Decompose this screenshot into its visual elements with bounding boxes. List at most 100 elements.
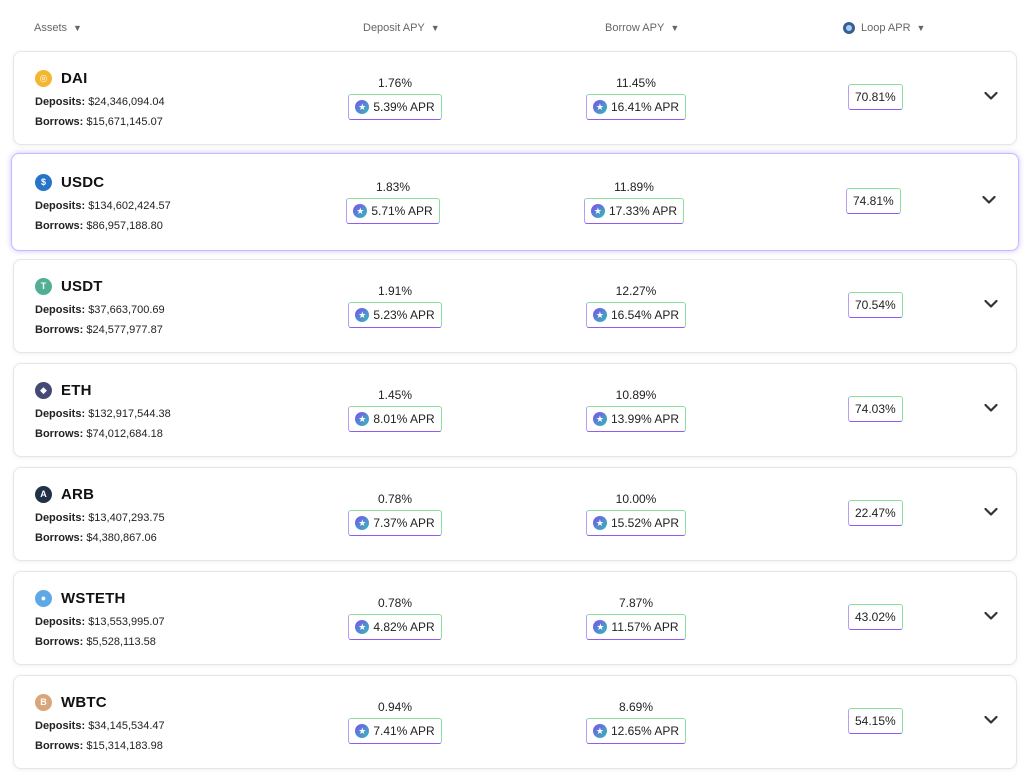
- chevron-down-icon[interactable]: [983, 504, 999, 520]
- borrows-value: $4,380,867.06: [86, 532, 157, 544]
- borrows-value: $24,577,977.87: [86, 324, 163, 336]
- loop-apr-badge[interactable]: 70.54%: [848, 292, 903, 318]
- chevron-down-icon[interactable]: [983, 608, 999, 624]
- borrows-label: Borrows:: [35, 116, 84, 128]
- reward-star-icon: ★: [355, 100, 370, 114]
- borrows-label: Borrows:: [35, 428, 84, 440]
- loop-icon: [843, 22, 855, 34]
- loop-apr-badge[interactable]: 74.03%: [848, 396, 903, 422]
- wsteth-icon: ●: [35, 589, 52, 607]
- assets-column-header[interactable]: Assets ▼: [34, 20, 82, 36]
- deposit-apy-cell: 0.78% ★ 4.82% APR: [335, 596, 455, 640]
- reward-star-icon: ★: [590, 204, 605, 218]
- reward-star-icon: ★: [355, 724, 370, 738]
- borrow-apy-value: 10.00%: [615, 492, 657, 506]
- asset-row-wbtc[interactable]: B WBTC Deposits: $34,145,534.47 Borrows:…: [13, 675, 1017, 769]
- borrow-apr-badge[interactable]: ★ 13.99% APR: [585, 406, 687, 432]
- borrows-label: Borrows:: [35, 532, 84, 544]
- borrow-apr-badge[interactable]: ★ 15.52% APR: [585, 510, 687, 536]
- deposit-apy-value: 0.78%: [377, 596, 413, 610]
- borrows-label: Borrows:: [35, 636, 84, 648]
- borrow-apr-value: 15.52% APR: [610, 516, 680, 530]
- deposit-apy-value: 0.94%: [377, 700, 413, 714]
- asset-row-arb[interactable]: A ARB Deposits: $13,407,293.75 Borrows: …: [13, 467, 1017, 561]
- asset-header: B WBTC: [35, 692, 165, 712]
- loop-apr-badge[interactable]: 22.47%: [848, 500, 903, 526]
- deposits-stat: Deposits: $37,663,700.69: [35, 304, 165, 316]
- deposits-value: $37,663,700.69: [88, 304, 165, 316]
- borrows-stat: Borrows: $15,671,145.07: [35, 116, 165, 128]
- deposit-apr-value: 7.41% APR: [373, 724, 435, 738]
- asset-row-usdc[interactable]: $ USDC Deposits: $134,602,424.57 Borrows…: [11, 153, 1019, 251]
- deposit-apr-value: 5.39% APR: [373, 100, 435, 114]
- borrow-apy-value: 12.27%: [615, 284, 657, 298]
- deposit-apr-value: 5.23% APR: [373, 308, 435, 322]
- deposit-apy-cell: 1.91% ★ 5.23% APR: [335, 284, 455, 328]
- asset-header: ◎ DAI: [35, 68, 165, 88]
- loop-apr-value: 74.03%: [855, 402, 896, 416]
- deposit-apr-badge[interactable]: ★ 5.71% APR: [346, 198, 440, 224]
- deposit-apr-badge[interactable]: ★ 5.39% APR: [348, 94, 442, 120]
- deposits-stat: Deposits: $134,602,424.57: [35, 200, 171, 212]
- deposit-apr-badge[interactable]: ★ 8.01% APR: [348, 406, 442, 432]
- borrow-apr-badge[interactable]: ★ 11.57% APR: [586, 614, 686, 640]
- borrows-label: Borrows:: [35, 324, 84, 336]
- deposit-apy-header-label: Deposit APY: [363, 22, 425, 34]
- deposits-label: Deposits:: [35, 720, 86, 732]
- borrow-apr-badge[interactable]: ★ 12.65% APR: [585, 718, 687, 744]
- asset-row-eth[interactable]: ◆ ETH Deposits: $132,917,544.38 Borrows:…: [13, 363, 1017, 457]
- reward-star-icon: ★: [353, 204, 368, 218]
- deposits-label: Deposits:: [35, 96, 86, 108]
- deposit-apr-badge[interactable]: ★ 5.23% APR: [348, 302, 442, 328]
- borrows-value: $15,314,183.98: [86, 740, 163, 752]
- borrow-apr-value: 13.99% APR: [610, 412, 680, 426]
- deposit-apr-value: 7.37% APR: [373, 516, 435, 530]
- reward-star-icon: ★: [355, 620, 370, 634]
- borrow-apy-value: 8.69%: [618, 700, 654, 714]
- loop-apr-badge[interactable]: 54.15%: [848, 708, 903, 734]
- chevron-down-icon[interactable]: [983, 296, 999, 312]
- borrow-apy-cell: 11.45% ★ 16.41% APR: [576, 76, 696, 120]
- borrow-apr-value: 16.41% APR: [610, 100, 680, 114]
- loop-apr-value: 22.47%: [855, 506, 896, 520]
- deposit-apy-value: 1.76%: [377, 76, 413, 90]
- borrow-apr-value: 12.65% APR: [610, 724, 680, 738]
- asset-name: WBTC: [61, 693, 107, 711]
- deposit-apr-badge[interactable]: ★ 7.41% APR: [348, 718, 442, 744]
- deposits-label: Deposits:: [35, 304, 86, 316]
- borrow-apy-cell: 11.89% ★ 17.33% APR: [574, 180, 694, 224]
- asset-row-dai[interactable]: ◎ DAI Deposits: $24,346,094.04 Borrows: …: [13, 51, 1017, 145]
- borrows-stat: Borrows: $24,577,977.87: [35, 324, 165, 336]
- asset-name: USDT: [61, 277, 103, 295]
- borrows-stat: Borrows: $15,314,183.98: [35, 740, 165, 752]
- deposits-value: $132,917,544.38: [88, 408, 171, 420]
- asset-name: DAI: [61, 69, 88, 87]
- chevron-down-icon[interactable]: [983, 712, 999, 728]
- asset-row-wsteth[interactable]: ● WSTETH Deposits: $13,553,995.07 Borrow…: [13, 571, 1017, 665]
- chevron-down-icon[interactable]: [983, 88, 999, 104]
- borrows-value: $15,671,145.07: [86, 116, 163, 128]
- deposit-apr-value: 5.71% APR: [371, 204, 433, 218]
- deposit-apr-badge[interactable]: ★ 7.37% APR: [348, 510, 442, 536]
- loop-apr-badge[interactable]: 70.81%: [848, 84, 903, 110]
- chevron-down-icon[interactable]: [983, 400, 999, 416]
- sort-down-icon: ▼: [916, 23, 926, 33]
- asset-info: ◎ DAI Deposits: $24,346,094.04 Borrows: …: [35, 68, 165, 128]
- borrow-apy-cell: 12.27% ★ 16.54% APR: [576, 284, 696, 328]
- loop-apr-column-header[interactable]: Loop APR ▼: [843, 20, 925, 36]
- loop-apr-badge[interactable]: 74.81%: [846, 188, 901, 214]
- borrow-apr-badge[interactable]: ★ 16.54% APR: [585, 302, 687, 328]
- borrow-apr-badge[interactable]: ★ 16.41% APR: [585, 94, 687, 120]
- borrow-apr-badge[interactable]: ★ 17.33% APR: [583, 198, 685, 224]
- reward-star-icon: ★: [592, 412, 607, 426]
- asset-row-usdt[interactable]: T USDT Deposits: $37,663,700.69 Borrows:…: [13, 259, 1017, 353]
- arb-icon: A: [35, 485, 52, 503]
- deposit-apr-badge[interactable]: ★ 4.82% APR: [348, 614, 442, 640]
- deposits-label: Deposits:: [35, 512, 86, 524]
- borrow-apy-column-header[interactable]: Borrow APY ▼: [605, 20, 679, 36]
- deposit-apy-column-header[interactable]: Deposit APY ▼: [363, 20, 440, 36]
- loop-apr-badge[interactable]: 43.02%: [848, 604, 903, 630]
- chevron-down-icon[interactable]: [981, 192, 997, 208]
- deposits-value: $34,145,534.47: [88, 720, 165, 732]
- reward-star-icon: ★: [592, 308, 607, 322]
